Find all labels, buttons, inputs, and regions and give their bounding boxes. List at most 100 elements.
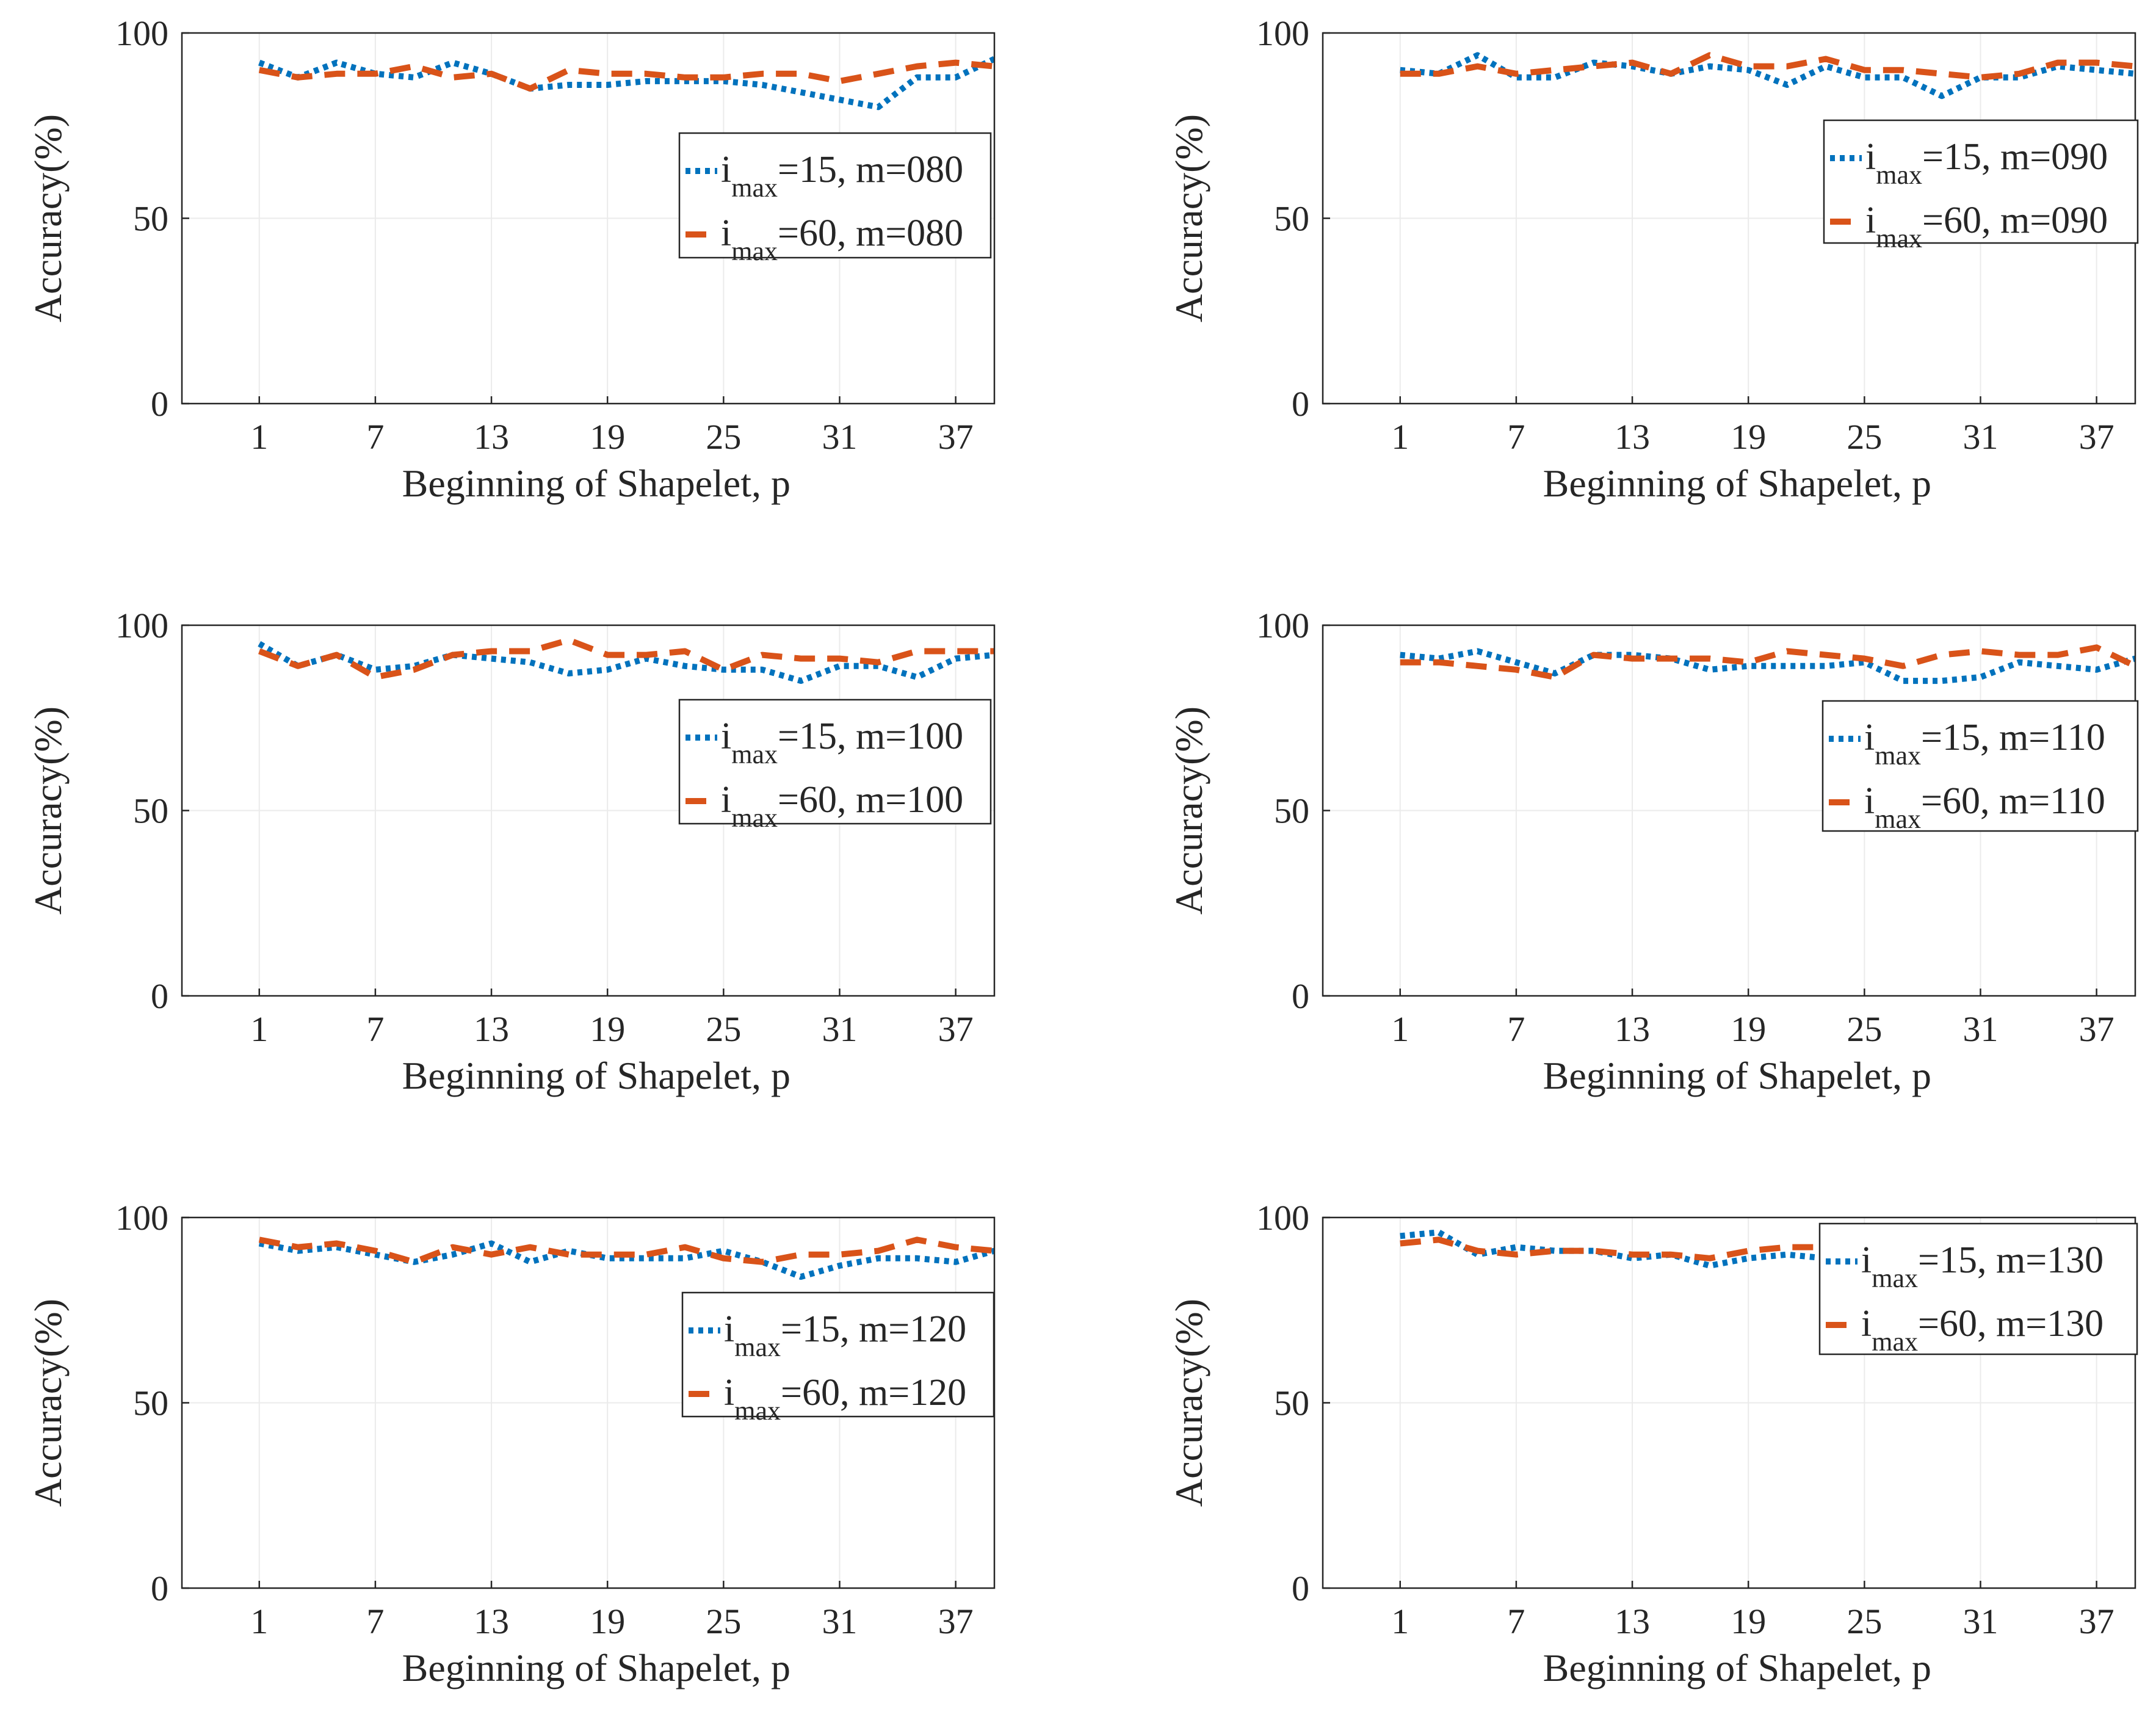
y-tick-label: 50 [133,791,168,831]
legend-entry-label: imax=15, m=110 [1864,717,2105,771]
x-tick-label: 31 [822,417,857,457]
y-axis-label: Accuracy(%) [1167,1299,1210,1507]
legend-entry-label: imax=15, m=080 [721,149,963,203]
x-tick-label: 1 [250,1602,268,1641]
y-tick-label: 50 [1274,1384,1309,1423]
x-tick-label: 37 [2079,417,2114,457]
x-axis-label: Beginning of Shapelet, p [1543,462,1931,505]
x-tick-label: 19 [590,417,625,457]
legend: imax=15, m=100 imax=60, m=100 [678,699,992,833]
y-tick-label: 0 [151,384,168,424]
y-axis-label: Accuracy(%) [1167,114,1210,322]
x-tick-label: 7 [1507,417,1525,457]
chart-panel-m130: 1 7 13 19 25 31 37 0 50 100 Beginning of Shapelet,… [1167,1198,2138,1689]
x-axis-label: Beginning of Shapelet, p [402,1054,790,1097]
x-axis-label: Beginning of Shapelet, p [1543,1054,1931,1097]
legend-entry-label: imax=60, m=100 [721,779,963,833]
y-tick-label: 0 [1292,384,1309,424]
x-tick-label: 13 [474,1009,509,1049]
chart-panel-m080: 1 7 13 19 25 31 37 0 50 100 Beginning of Shapelet,… [26,13,996,505]
x-tick-label: 19 [1731,1602,1766,1641]
series-imax60-line [1400,52,2135,81]
y-tick-label: 50 [133,199,168,239]
y-tick-label: 0 [151,976,168,1016]
legend: imax=15, m=090 imax=60, m=090 [1823,119,2139,253]
x-tick-label: 7 [1507,1602,1525,1641]
x-axis-label: Beginning of Shapelet, p [402,462,790,505]
legend-entry-label: imax=15, m=120 [724,1308,966,1362]
y-tick-label: 0 [151,1569,168,1608]
y-tick-label: 100 [115,13,168,53]
series-imax15-line [1400,52,2135,100]
legend: imax=15, m=120 imax=60, m=120 [681,1291,995,1426]
x-tick-label: 37 [938,1009,974,1049]
x-tick-label: 37 [938,1602,974,1641]
series-imax60-line [258,1236,994,1265]
x-tick-label: 19 [590,1009,625,1049]
y-tick-label: 100 [115,606,168,645]
legend-entry-label: imax=60, m=110 [1864,780,2105,834]
series-imax60-line [1400,1236,2135,1261]
y-tick-label: 100 [115,1198,168,1238]
series-imax15-line [1400,648,2135,684]
x-tick-label: 19 [590,1602,625,1641]
x-tick-label: 1 [250,417,268,457]
legend-entry-label: imax=60, m=130 [1861,1303,2104,1357]
legend: imax=15, m=130 imax=60, m=130 [1818,1222,2138,1357]
x-tick-label: 25 [1847,1602,1882,1641]
legend: imax=15, m=080 imax=60, m=080 [678,132,992,266]
legend-box [678,132,992,259]
chart-panel-m120: 1 7 13 19 25 31 37 0 50 100 Beginning of Shapelet,… [26,1198,996,1689]
x-tick-label: 7 [366,1009,384,1049]
x-tick-label: 13 [474,1602,509,1641]
series-imax60-line [258,637,994,680]
series-imax60-line [258,59,994,92]
legend-entry-label: imax=15, m=100 [721,716,963,769]
y-tick-label: 0 [1292,1569,1309,1608]
y-tick-label: 0 [1292,976,1309,1016]
y-tick-label: 50 [1274,791,1309,831]
x-tick-label: 1 [1391,1009,1409,1049]
legend-entry-label: imax=60, m=080 [721,212,963,266]
y-axis-label: Accuracy(%) [1167,706,1210,915]
x-tick-label: 13 [1615,1009,1650,1049]
series-imax60-line [1400,644,2135,680]
legend: imax=15, m=110 imax=60, m=110 [1821,700,2139,834]
x-tick-label: 25 [706,1009,741,1049]
series-imax15-line [258,640,994,684]
legend-entry-label: imax=60, m=090 [1865,200,2108,253]
legend-entry-label: imax=60, m=120 [724,1372,966,1426]
chart-panel-m100: 1 7 13 19 25 31 37 0 50 100 Beginning of Shapelet,… [26,606,996,1097]
x-tick-label: 13 [1615,1602,1650,1641]
y-tick-label: 100 [1256,606,1309,645]
x-tick-label: 7 [366,417,384,457]
legend-box [681,1291,995,1418]
x-tick-label: 31 [822,1602,857,1641]
legend-box [1821,700,2139,832]
x-tick-label: 1 [250,1009,268,1049]
y-tick-label: 100 [1256,13,1309,53]
x-tick-label: 37 [2079,1602,2114,1641]
x-axis-label: Beginning of Shapelet, p [402,1646,790,1689]
legend-box [1823,119,2139,244]
chart-panel-m110: 1 7 13 19 25 31 37 0 50 100 Beginning of Shapelet,… [1167,606,2139,1097]
legend-entry-label: imax=15, m=090 [1865,136,2108,190]
x-tick-label: 19 [1731,417,1766,457]
x-tick-label: 25 [1847,417,1882,457]
x-tick-label: 25 [706,1602,741,1641]
y-axis-label: Accuracy(%) [26,114,70,322]
x-axis-label: Beginning of Shapelet, p [1543,1646,1931,1689]
x-tick-label: 25 [706,417,741,457]
y-axis-label: Accuracy(%) [26,706,70,915]
x-tick-label: 31 [1962,1602,1998,1641]
x-tick-label: 31 [822,1009,857,1049]
x-tick-label: 1 [1391,1602,1409,1641]
legend-box [1818,1222,2138,1355]
y-tick-label: 100 [1256,1198,1309,1238]
x-tick-label: 1 [1391,417,1409,457]
series-imax15-line [258,56,994,111]
x-tick-label: 7 [366,1602,384,1641]
y-tick-label: 50 [1274,199,1309,239]
legend-entry-label: imax=15, m=130 [1861,1239,2104,1293]
